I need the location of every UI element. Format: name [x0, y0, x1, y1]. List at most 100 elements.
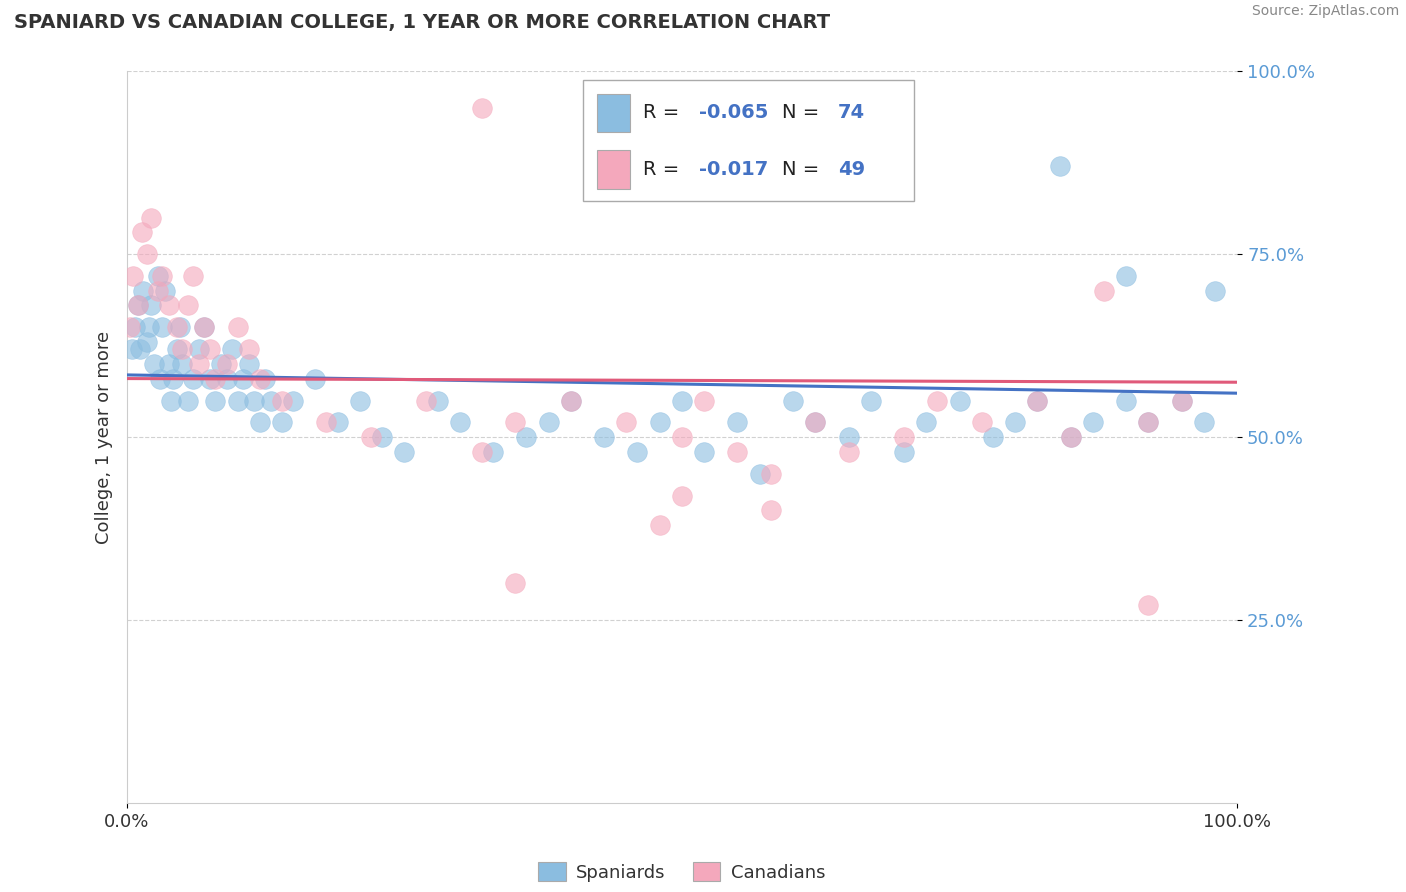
- Point: [166, 320, 188, 334]
- Point: [304, 371, 326, 385]
- Point: [759, 503, 782, 517]
- Point: [181, 269, 204, 284]
- Text: 49: 49: [838, 160, 865, 179]
- Point: [426, 393, 449, 408]
- Point: [371, 430, 394, 444]
- Text: R =: R =: [643, 160, 686, 179]
- Point: [759, 467, 782, 481]
- Point: [648, 517, 671, 532]
- Point: [149, 371, 172, 385]
- FancyBboxPatch shape: [583, 80, 914, 201]
- Point: [187, 343, 209, 357]
- Point: [150, 320, 173, 334]
- Point: [727, 444, 749, 458]
- Point: [503, 416, 526, 430]
- Point: [671, 489, 693, 503]
- Point: [131, 225, 153, 239]
- Text: 74: 74: [838, 103, 865, 122]
- Point: [1170, 393, 1192, 408]
- Point: [215, 371, 238, 385]
- Point: [1081, 416, 1104, 430]
- Point: [226, 320, 249, 334]
- Point: [1192, 416, 1215, 430]
- Point: [748, 467, 770, 481]
- Point: [449, 416, 471, 430]
- Point: [859, 393, 882, 408]
- Point: [927, 393, 949, 408]
- Point: [1026, 393, 1049, 408]
- Point: [471, 444, 494, 458]
- Text: N =: N =: [782, 160, 825, 179]
- Point: [727, 416, 749, 430]
- Point: [172, 343, 194, 357]
- Point: [537, 416, 560, 430]
- Point: [838, 444, 860, 458]
- Text: R =: R =: [643, 103, 686, 122]
- Point: [209, 357, 232, 371]
- Point: [127, 298, 149, 312]
- Point: [482, 444, 505, 458]
- Text: -0.065: -0.065: [699, 103, 769, 122]
- Point: [281, 393, 304, 408]
- Text: N =: N =: [782, 103, 825, 122]
- Text: Source: ZipAtlas.com: Source: ZipAtlas.com: [1251, 4, 1399, 19]
- Point: [215, 357, 238, 371]
- Point: [160, 393, 183, 408]
- Point: [1137, 416, 1160, 430]
- Point: [135, 247, 157, 261]
- Y-axis label: College, 1 year or more: College, 1 year or more: [94, 331, 112, 543]
- Point: [394, 444, 416, 458]
- Point: [1115, 393, 1137, 408]
- Point: [157, 357, 180, 371]
- Point: [232, 371, 254, 385]
- Point: [187, 357, 209, 371]
- Bar: [596, 94, 630, 132]
- Point: [138, 320, 160, 334]
- Point: [176, 298, 198, 312]
- Point: [271, 416, 294, 430]
- Point: [150, 269, 173, 284]
- Point: [193, 320, 215, 334]
- Point: [1026, 393, 1049, 408]
- Point: [169, 320, 191, 334]
- Point: [315, 416, 337, 430]
- Point: [139, 211, 162, 225]
- Point: [260, 393, 283, 408]
- Point: [616, 416, 638, 430]
- Point: [349, 393, 371, 408]
- Point: [249, 371, 271, 385]
- Point: [503, 576, 526, 591]
- Point: [118, 320, 141, 334]
- Point: [127, 298, 149, 312]
- Point: [1004, 416, 1026, 430]
- Point: [204, 393, 226, 408]
- Point: [172, 357, 194, 371]
- Point: [1115, 269, 1137, 284]
- Point: [1137, 599, 1160, 613]
- Point: [128, 343, 150, 357]
- Point: [838, 430, 860, 444]
- Point: [271, 393, 294, 408]
- Point: [198, 371, 221, 385]
- Point: [893, 430, 915, 444]
- Point: [198, 343, 221, 357]
- Point: [238, 357, 260, 371]
- Text: -0.017: -0.017: [699, 160, 769, 179]
- Point: [915, 416, 938, 430]
- Point: [648, 416, 671, 430]
- Point: [146, 284, 169, 298]
- Point: [560, 393, 582, 408]
- Point: [204, 371, 226, 385]
- Point: [193, 320, 215, 334]
- Point: [326, 416, 349, 430]
- Point: [176, 393, 198, 408]
- Point: [693, 444, 716, 458]
- Point: [124, 320, 146, 334]
- Point: [181, 371, 204, 385]
- Point: [970, 416, 993, 430]
- Point: [415, 393, 437, 408]
- Point: [226, 393, 249, 408]
- Point: [782, 393, 804, 408]
- Point: [243, 393, 266, 408]
- Point: [804, 416, 827, 430]
